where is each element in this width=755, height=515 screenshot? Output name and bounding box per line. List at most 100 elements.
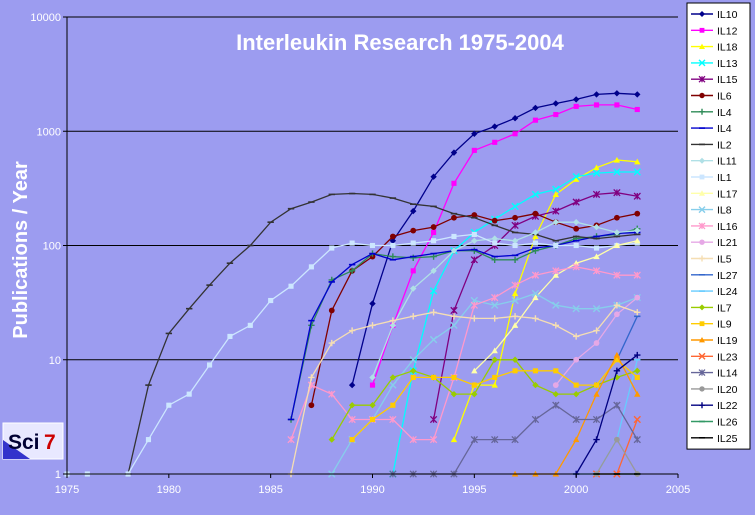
data-point bbox=[511, 221, 519, 230]
data-point bbox=[532, 294, 539, 301]
data-point bbox=[348, 267, 356, 275]
data-point bbox=[593, 340, 600, 346]
data-point bbox=[450, 306, 458, 315]
data-point bbox=[471, 390, 478, 398]
data-point bbox=[511, 237, 519, 244]
x-tick-label: 1975 bbox=[55, 484, 79, 496]
data-point bbox=[369, 374, 376, 381]
data-point bbox=[613, 90, 621, 97]
series-line bbox=[127, 192, 638, 475]
data-point bbox=[699, 43, 705, 49]
data-point bbox=[431, 374, 437, 381]
legend-label: IL1 bbox=[717, 172, 732, 184]
data-point bbox=[431, 238, 437, 244]
data-point bbox=[593, 436, 600, 443]
data-point bbox=[389, 381, 397, 389]
data-point bbox=[593, 91, 600, 98]
data-point bbox=[699, 11, 705, 17]
series-il4-6 bbox=[287, 225, 641, 423]
legend-item-il4: IL4 bbox=[691, 107, 732, 119]
legend-label: IL17 bbox=[717, 188, 738, 200]
data-point bbox=[699, 386, 705, 392]
series-il27-16 bbox=[613, 315, 641, 361]
data-point bbox=[389, 253, 397, 260]
legend-label: IL4 bbox=[717, 107, 732, 119]
data-point bbox=[410, 285, 417, 292]
data-point bbox=[512, 214, 518, 221]
data-point bbox=[634, 390, 641, 397]
data-point bbox=[634, 210, 641, 217]
data-point bbox=[614, 214, 620, 221]
legend-item-il22: IL22 bbox=[691, 400, 738, 412]
legend-item-il26: IL26 bbox=[691, 417, 738, 429]
data-point bbox=[409, 435, 417, 444]
data-point bbox=[349, 437, 355, 443]
data-point bbox=[613, 229, 621, 236]
data-point bbox=[532, 315, 539, 322]
data-point bbox=[511, 356, 519, 363]
data-point bbox=[593, 164, 600, 171]
legend-label: IL22 bbox=[717, 400, 738, 412]
y-tick-label: 1000 bbox=[37, 126, 61, 138]
data-point bbox=[699, 321, 705, 327]
data-point bbox=[451, 374, 457, 381]
data-point bbox=[491, 256, 498, 263]
data-point bbox=[492, 374, 498, 381]
series-layer bbox=[64, 90, 641, 478]
data-point bbox=[552, 390, 559, 398]
legend-item-il17: IL17 bbox=[691, 188, 738, 200]
data-point bbox=[572, 198, 580, 206]
data-point bbox=[491, 123, 498, 130]
x-tick-label: 1980 bbox=[157, 484, 181, 496]
data-point bbox=[592, 267, 601, 275]
data-point bbox=[614, 357, 620, 363]
data-point bbox=[532, 229, 539, 236]
data-point bbox=[531, 190, 540, 199]
data-point bbox=[429, 287, 438, 295]
series-line bbox=[595, 438, 638, 475]
data-point bbox=[553, 242, 559, 249]
data-point bbox=[699, 255, 705, 262]
data-point bbox=[511, 202, 519, 211]
data-point bbox=[553, 111, 559, 118]
data-point bbox=[572, 259, 580, 266]
data-point bbox=[699, 337, 705, 343]
data-point bbox=[572, 415, 580, 424]
legend-label: IL7 bbox=[717, 302, 732, 314]
data-point bbox=[451, 180, 457, 186]
data-point bbox=[511, 322, 519, 328]
data-point bbox=[430, 309, 437, 316]
x-tick-label: 2005 bbox=[666, 484, 690, 496]
data-point bbox=[145, 437, 152, 443]
data-point bbox=[552, 271, 559, 278]
legend-label: IL23 bbox=[717, 351, 738, 363]
series-line bbox=[67, 233, 638, 475]
data-point bbox=[699, 92, 705, 99]
data-point bbox=[410, 313, 417, 320]
data-point bbox=[634, 237, 641, 244]
legend-item-il16: IL16 bbox=[691, 221, 738, 233]
data-point bbox=[699, 190, 705, 196]
data-point bbox=[491, 293, 499, 302]
data-point bbox=[470, 301, 478, 309]
data-point bbox=[532, 381, 539, 389]
legend-item-il2: IL2 bbox=[691, 139, 732, 151]
data-point bbox=[491, 315, 498, 322]
data-point bbox=[698, 59, 706, 67]
data-point bbox=[328, 390, 336, 398]
data-point bbox=[247, 322, 253, 328]
data-point bbox=[531, 271, 540, 279]
data-point bbox=[593, 327, 600, 334]
data-point bbox=[613, 168, 621, 176]
data-point bbox=[410, 268, 416, 274]
data-point bbox=[511, 256, 519, 263]
data-point bbox=[470, 435, 478, 444]
data-point bbox=[410, 367, 417, 375]
legend-item-il18: IL18 bbox=[691, 42, 738, 54]
data-point bbox=[613, 189, 621, 197]
data-point bbox=[698, 206, 706, 214]
data-point bbox=[614, 102, 620, 108]
data-point bbox=[369, 300, 376, 307]
legend-label: IL2 bbox=[717, 139, 732, 151]
y-tick-label: 100 bbox=[43, 241, 61, 253]
